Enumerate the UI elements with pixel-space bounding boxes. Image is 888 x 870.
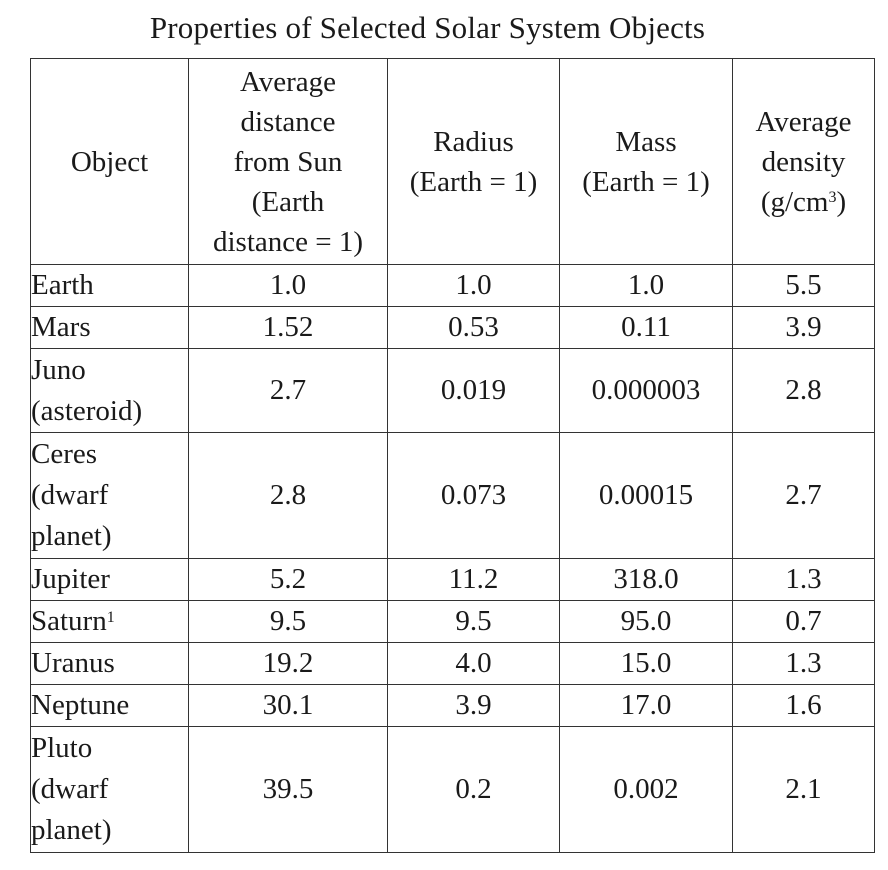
distance-cell: 9.5	[188, 600, 388, 643]
mass-cell: 0.002	[559, 726, 733, 853]
header-distance-line: (Earth	[251, 185, 325, 218]
table-body: Earth 1.0 1.0 1.0 5.5 Mars 1.52 0.53 0.11 3.9 Juno…	[30, 264, 875, 853]
object-name-line: planet)	[31, 814, 112, 846]
table-row: Neptune 30.1 3.9 17.0 1.6	[30, 684, 875, 727]
object-name-line: (asteroid)	[31, 394, 143, 427]
object-name-cell: Earth	[30, 264, 189, 307]
object-name-line: Earth	[31, 269, 94, 301]
distance-cell: 30.1	[188, 684, 388, 727]
header-distance: Average distance from Sun (Earth distanc…	[188, 58, 388, 265]
table-row: Uranus 19.2 4.0 15.0 1.3	[30, 642, 875, 685]
distance-cell: 2.7	[188, 348, 388, 433]
header-mass-line: Mass	[615, 125, 677, 158]
radius-cell: 1.0	[387, 264, 560, 307]
table-title: Properties of Selected Solar System Obje…	[149, 10, 706, 45]
object-name-cell: Saturn1	[30, 600, 189, 643]
header-distance-line: distance	[240, 105, 336, 138]
object-name-line: Neptune	[31, 689, 130, 721]
table-row: Pluto (dwarf planet) 39.5 0.2 0.002 2.1	[30, 726, 875, 853]
header-density-unit: (g/cm3)	[760, 185, 847, 218]
header-object: Object	[30, 58, 189, 265]
superscript: 3	[828, 188, 837, 206]
density-cell: 2.1	[732, 726, 875, 853]
object-name-cell: Jupiter	[30, 558, 189, 601]
mass-cell: 0.11	[559, 306, 733, 349]
object-name-line: Pluto	[31, 732, 93, 764]
mass-cell: 15.0	[559, 642, 733, 685]
object-name-line: Uranus	[31, 647, 115, 679]
object-name-cell: Pluto (dwarf planet)	[30, 726, 189, 853]
radius-cell: 0.019	[387, 348, 560, 433]
object-name-line: planet)	[31, 520, 112, 552]
properties-table: Object Average distance from Sun (Earth …	[30, 58, 875, 853]
distance-cell: 2.8	[188, 432, 388, 559]
header-mass-line: (Earth = 1)	[582, 165, 710, 198]
radius-cell: 0.2	[387, 726, 560, 853]
header-radius: Radius (Earth = 1)	[387, 58, 560, 265]
header-mass: Mass (Earth = 1)	[559, 58, 733, 265]
density-cell: 2.8	[732, 348, 875, 433]
density-cell: 1.3	[732, 642, 875, 685]
table-row: Jupiter 5.2 11.2 318.0 1.3	[30, 558, 875, 601]
radius-cell: 9.5	[387, 600, 560, 643]
object-name-cell: Ceres (dwarf planet)	[30, 432, 189, 559]
density-cell: 2.7	[732, 432, 875, 559]
table-row: Mars 1.52 0.53 0.11 3.9	[30, 306, 875, 349]
radius-cell: 11.2	[387, 558, 560, 601]
mass-cell: 95.0	[559, 600, 733, 643]
radius-cell: 3.9	[387, 684, 560, 727]
header-radius-line: (Earth = 1)	[409, 165, 538, 198]
header-distance-line: distance = 1)	[212, 225, 364, 258]
mass-cell: 1.0	[559, 264, 733, 307]
object-name-line: Saturn	[31, 605, 107, 637]
footnote-marker: 1	[106, 609, 115, 626]
object-name-cell: Uranus	[30, 642, 189, 685]
radius-cell: 4.0	[387, 642, 560, 685]
distance-cell: 39.5	[188, 726, 388, 853]
table-row: Ceres (dwarf planet) 2.8 0.073 0.00015 2.7	[30, 432, 875, 559]
mass-cell: 0.00015	[559, 432, 733, 559]
object-name-cell: Juno (asteroid)	[30, 348, 189, 433]
object-name-line: (dwarf	[31, 773, 109, 805]
object-name-line: Ceres	[31, 438, 98, 470]
density-cell: 1.6	[732, 684, 875, 727]
object-name-cell: Mars	[30, 306, 189, 349]
mass-cell: 17.0	[559, 684, 733, 727]
mass-cell: 318.0	[559, 558, 733, 601]
distance-cell: 5.2	[188, 558, 388, 601]
object-name-line: Juno	[31, 353, 86, 386]
density-cell: 3.9	[732, 306, 875, 349]
header-row: Object Average distance from Sun (Earth …	[30, 58, 875, 265]
header-density-line: Average	[755, 105, 852, 138]
object-name-cell: Neptune	[30, 684, 189, 727]
density-cell: 1.3	[732, 558, 875, 601]
radius-cell: 0.53	[387, 306, 560, 349]
object-name-line: (dwarf	[31, 479, 109, 511]
header-distance-line: Average	[239, 65, 337, 98]
header-radius-line: Radius	[433, 125, 514, 158]
radius-cell: 0.073	[387, 432, 560, 559]
object-name-line: Mars	[31, 311, 91, 343]
header-density: Average density (g/cm3)	[732, 58, 875, 265]
header-density-line: density	[761, 145, 846, 178]
distance-cell: 1.52	[188, 306, 388, 349]
mass-cell: 0.000003	[559, 348, 733, 433]
density-cell: 5.5	[732, 264, 875, 307]
object-name-line: Jupiter	[31, 563, 110, 595]
table-row: Juno (asteroid) 2.7 0.019 0.000003 2.8	[30, 348, 875, 433]
table-row: Saturn1 9.5 9.5 95.0 0.7	[30, 600, 875, 643]
header-distance-line: from Sun	[233, 145, 343, 178]
distance-cell: 19.2	[188, 642, 388, 685]
table-row: Earth 1.0 1.0 1.0 5.5	[30, 264, 875, 307]
density-cell: 0.7	[732, 600, 875, 643]
distance-cell: 1.0	[188, 264, 388, 307]
